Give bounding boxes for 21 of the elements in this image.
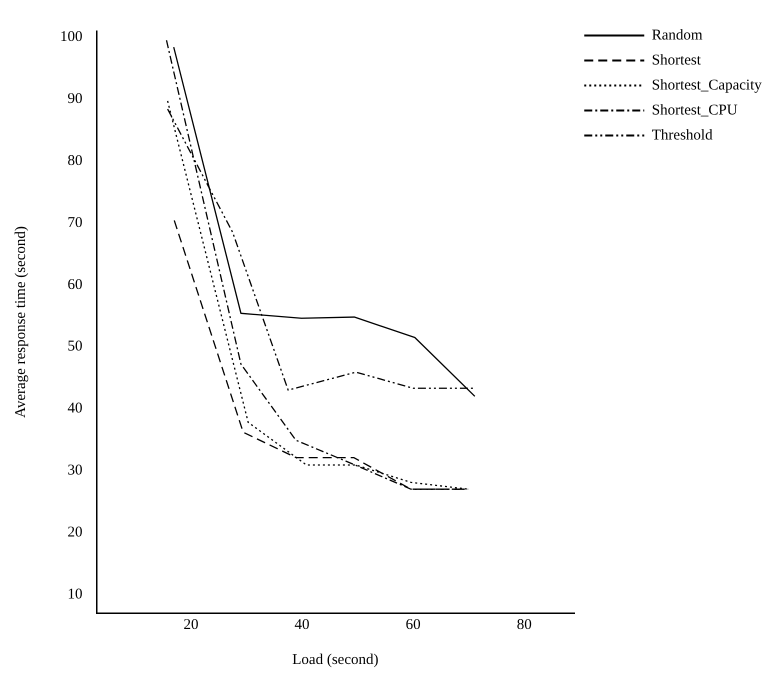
y-tick-label: 100 (60, 29, 82, 46)
y-axis-title: Average response time (second) (12, 226, 29, 418)
legend-label: Random (652, 27, 703, 44)
x-tick-label: 20 (183, 616, 198, 633)
y-tick-label: 40 (68, 400, 82, 417)
x-axis-title: Load (second) (292, 652, 378, 668)
legend-label: Shortest (652, 52, 702, 68)
y-tick-label: 30 (68, 462, 82, 479)
y-tick-label: 60 (68, 276, 82, 293)
legend-label: Shortest_CPU (652, 102, 738, 118)
y-tick-label: 70 (68, 214, 82, 231)
y-tick-label: 90 (68, 91, 82, 108)
y-tick-label: 80 (68, 152, 82, 169)
x-tick-label: 40 (294, 616, 310, 633)
y-tick-label: 20 (68, 524, 82, 540)
x-tick-label: 60 (406, 616, 421, 633)
legend-label: Shortest_Capacity (652, 77, 762, 94)
legend-label: Threshold (652, 127, 714, 144)
y-tick-label: 50 (68, 338, 82, 355)
y-tick-label: 10 (68, 586, 82, 602)
x-tick-label: 80 (516, 616, 532, 633)
